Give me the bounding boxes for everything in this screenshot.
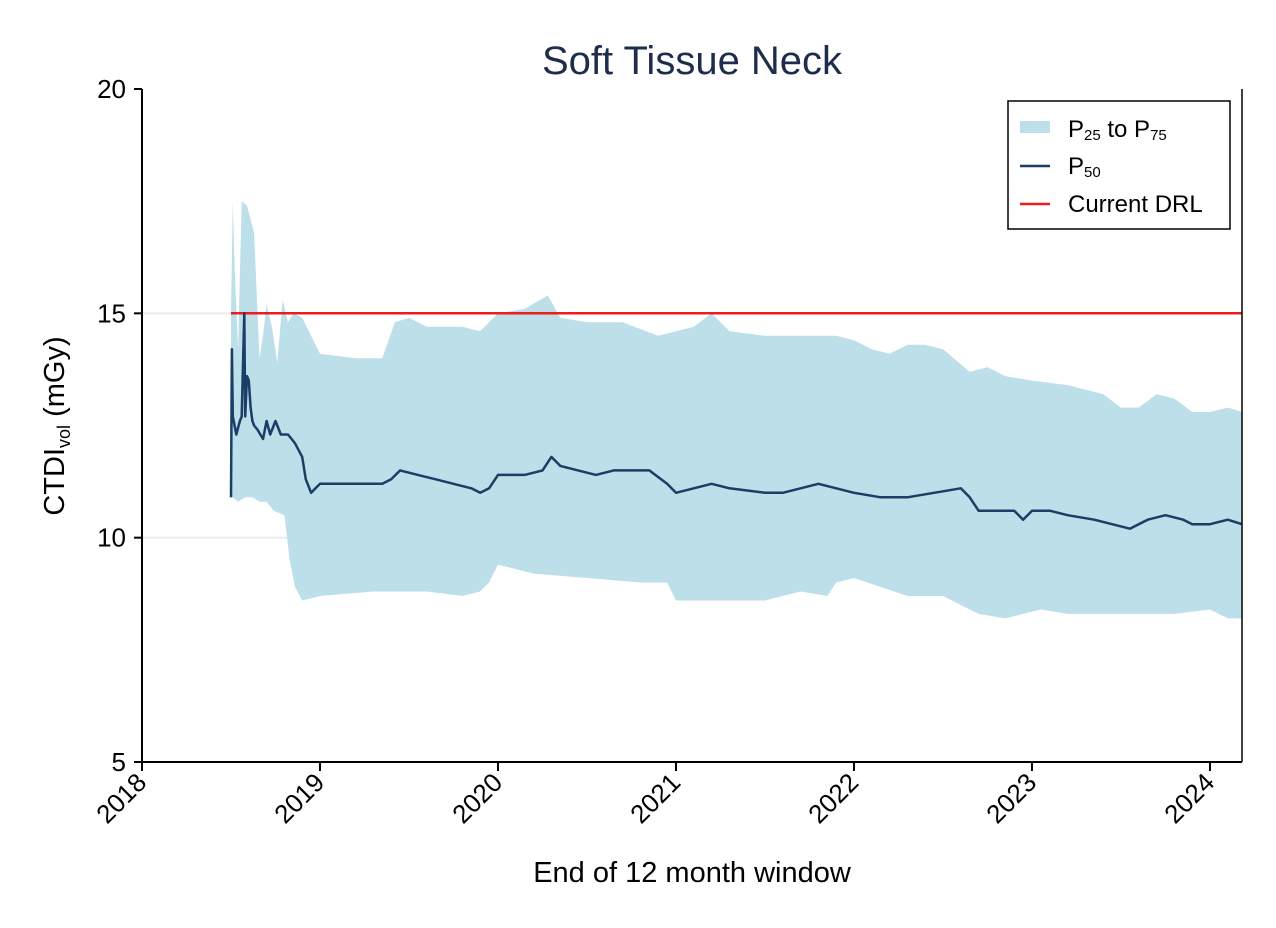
x-axis-title: End of 12 month window [533, 857, 852, 889]
legend-band-label-p: P [1068, 116, 1084, 143]
y-axis-title-unit: (mGy) [39, 336, 71, 425]
legend-band-label-mid: to P [1101, 116, 1150, 143]
p50-line [229, 312, 1243, 530]
y-ticks: 5 10 15 20 [97, 74, 142, 777]
legend-band-label-sub25: 25 [1084, 127, 1101, 144]
legend-band-swatch [1020, 121, 1050, 133]
legend: P25 to P75 P50 Current DRL [1007, 100, 1231, 230]
legend-band-label-sub75: 75 [1150, 127, 1167, 144]
y-axis-title-main: CTDI [39, 448, 71, 516]
y-axis-title-subscript: vol [54, 425, 74, 448]
legend-p50-label-sub: 50 [1084, 164, 1101, 181]
plot-frame [141, 89, 1243, 763]
legend-band-label: P25 to P75 [1068, 116, 1167, 144]
y-tick-label-10: 10 [97, 523, 126, 553]
legend-p50-label: P50 [1068, 153, 1101, 181]
y-tick-label-5: 5 [112, 747, 126, 777]
chart-title: Soft Tissue Neck [542, 39, 843, 83]
y-tick-label-20: 20 [97, 74, 126, 104]
legend-p50-label-p: P [1068, 153, 1084, 180]
y-tick-label-15: 15 [97, 298, 126, 328]
y-axis-title: CTDIvol (mGy) [39, 336, 74, 515]
p25-p75-band [231, 201, 1242, 619]
legend-drl-label: Current DRL [1068, 191, 1203, 218]
